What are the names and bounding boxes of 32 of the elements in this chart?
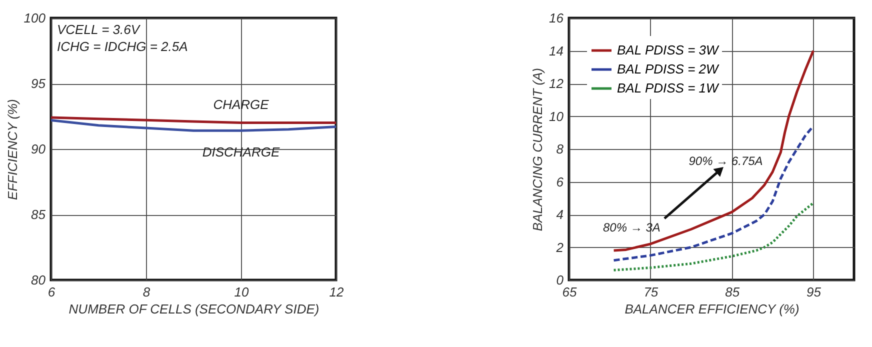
y-tick-label: 16 <box>549 10 564 26</box>
legend-label: BAL PDISS = 3W <box>617 42 720 58</box>
legend-label: BAL PDISS = 2W <box>617 62 720 76</box>
x-axis-title: BALANCER EFFICIENCY (%) <box>624 302 800 316</box>
y-tick-label: 85 <box>31 207 46 222</box>
y-tick-label: 2 <box>555 240 564 255</box>
y-tick-label: 100 <box>24 10 46 26</box>
x-tick-label: 6 <box>48 284 56 300</box>
y-tick-label: 95 <box>31 76 46 91</box>
y-tick-label: 0 <box>556 272 564 288</box>
y-axis-title: BALANCING CURRENT (A) <box>530 68 546 232</box>
y-tick-label: 12 <box>549 76 564 91</box>
y-tick-label: 14 <box>549 43 564 58</box>
x-tick-label: 10 <box>234 284 250 300</box>
y-tick-label: 10 <box>549 108 564 124</box>
x-tick-label: 95 <box>806 284 822 300</box>
y-tick-label: 80 <box>31 272 46 288</box>
legend-label: BAL PDISS = 1W <box>617 80 720 96</box>
y-tick-label: 90 <box>31 142 46 156</box>
x-tick-label: 12 <box>329 284 344 300</box>
annotation: VCELL = 3.6V <box>57 22 141 37</box>
x-tick-label: 75 <box>644 284 659 300</box>
y-tick-label: 4 <box>556 207 564 222</box>
y-axis-title: EFFICIENCY (%) <box>4 99 20 200</box>
y-tick-label: 8 <box>556 142 564 156</box>
line-series <box>51 118 336 132</box>
x-tick-label: 85 <box>725 284 740 300</box>
y-tick-label: 6 <box>556 174 564 190</box>
x-axis-title: NUMBER OF CELLS (SECONDARY SIDE) <box>68 302 320 316</box>
x-tick-label: 65 <box>562 284 578 300</box>
x-tick-label: 8 <box>142 284 151 300</box>
annotation: ICHG = IDCHG = 2.5A <box>57 39 188 54</box>
